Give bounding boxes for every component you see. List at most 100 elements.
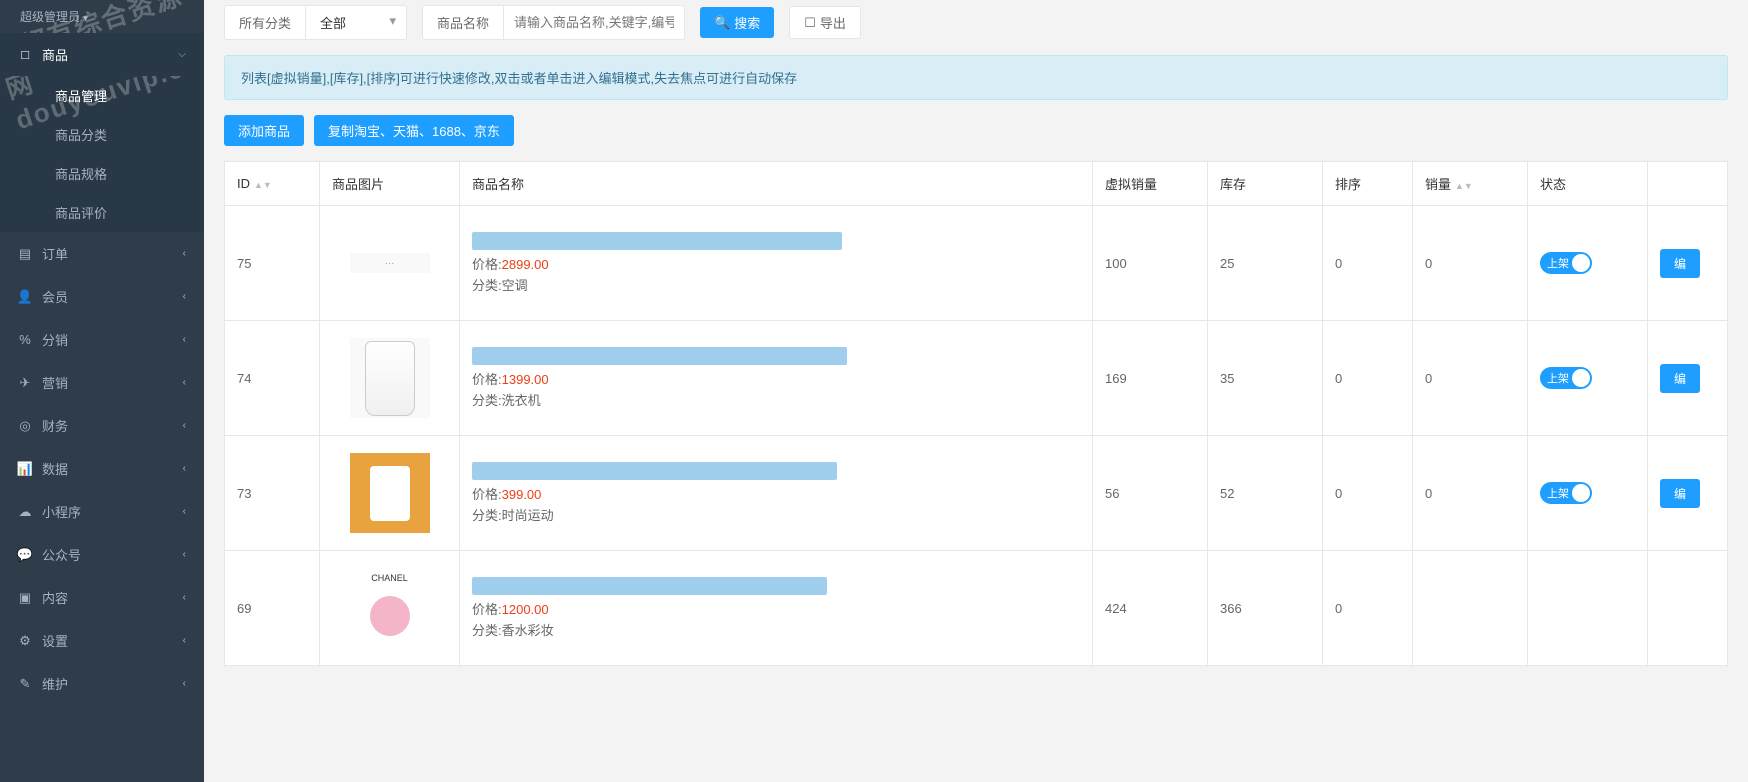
sidebar-item-4[interactable]: ✈ 营销‹ — [0, 361, 204, 404]
th-vsales: 虚拟销量 — [1093, 162, 1208, 206]
chevron-icon: ‹ — [183, 334, 186, 345]
edit-button[interactable]: 编 — [1660, 479, 1700, 508]
cell-sort[interactable]: 0 — [1323, 206, 1413, 321]
category-value: 空调 — [502, 278, 528, 293]
redacted-title — [472, 462, 837, 480]
cell-action — [1648, 551, 1728, 666]
price-value: 1200.00 — [502, 602, 549, 617]
menu-label: 财务 — [42, 416, 183, 435]
chevron-icon: ‹ — [183, 549, 186, 560]
sidebar-item-0[interactable]: □商品⌵ — [0, 33, 204, 76]
cell-vsales[interactable]: 56 — [1093, 436, 1208, 551]
menu-label: 商品 — [42, 45, 178, 64]
cell-sort[interactable]: 0 — [1323, 551, 1413, 666]
menu-icon: 💬 — [18, 548, 32, 562]
sidebar-item-6[interactable]: 📊数据‹ — [0, 447, 204, 490]
status-toggle[interactable]: 上架 — [1540, 482, 1592, 504]
menu-icon: □ — [18, 48, 32, 62]
status-toggle[interactable]: 上架 — [1540, 367, 1592, 389]
menu-icon: ◎ — [18, 419, 32, 433]
sidebar-item-8[interactable]: 💬 公众号‹ — [0, 533, 204, 576]
menu-icon: ▣ — [18, 591, 32, 605]
export-icon: ☐ — [804, 15, 816, 31]
cell-status: 上架 — [1528, 436, 1648, 551]
cell-stock[interactable]: 25 — [1208, 206, 1323, 321]
cell-sort[interactable]: 0 — [1323, 436, 1413, 551]
cell-stock[interactable]: 52 — [1208, 436, 1323, 551]
cell-img — [320, 436, 460, 551]
name-label: 商品名称 — [423, 6, 504, 39]
info-alert: 列表[虚拟销量],[库存],[排序]可进行快速修改,双击或者单击进入编辑模式,失… — [224, 55, 1728, 100]
cell-img: ··· — [320, 206, 460, 321]
add-product-button[interactable]: 添加商品 — [224, 115, 304, 146]
product-table: ID▲▼ 商品图片 商品名称 虚拟销量 库存 排序 销量▲▼ 状态 75 ··· — [224, 161, 1728, 666]
category-value: 洗衣机 — [502, 393, 541, 408]
cell-id: 75 — [225, 206, 320, 321]
main-content: 所有分类 全部 商品名称 🔍搜索 ☐导出 列表[虚拟销量],[库存],[排序]可… — [204, 0, 1748, 782]
menu-label: 小程序 — [42, 502, 183, 521]
submenu-item-3[interactable]: 商品评价 — [0, 193, 204, 232]
chevron-icon: ‹ — [183, 592, 186, 603]
cell-name: 价格:2899.00 分类:空调 — [460, 206, 1093, 321]
category-label: 所有分类 — [225, 6, 306, 39]
sidebar-item-1[interactable]: ▤订单‹ — [0, 232, 204, 275]
edit-button[interactable]: 编 — [1660, 364, 1700, 393]
sidebar-item-2[interactable]: 👤会员‹ — [0, 275, 204, 318]
th-name: 商品名称 — [460, 162, 1093, 206]
sort-icon: ▲▼ — [1455, 183, 1473, 189]
sidebar-item-9[interactable]: ▣内容‹ — [0, 576, 204, 619]
sidebar: 全都有综合资源网 douyouvip.com 超级管理员 ▾ □商品⌵商品管理商… — [0, 0, 204, 782]
cell-img — [320, 321, 460, 436]
cell-id: 73 — [225, 436, 320, 551]
sidebar-item-7[interactable]: ☁小程序‹ — [0, 490, 204, 533]
menu-icon: 👤 — [18, 290, 32, 304]
submenu-item-0[interactable]: 商品管理 — [0, 76, 204, 115]
sidebar-item-5[interactable]: ◎财务‹ — [0, 404, 204, 447]
category-value: 香水彩妆 — [502, 623, 554, 638]
status-toggle[interactable]: 上架 — [1540, 252, 1592, 274]
th-stock: 库存 — [1208, 162, 1323, 206]
search-icon: 🔍 — [714, 15, 730, 31]
cell-id: 69 — [225, 551, 320, 666]
cell-stock[interactable]: 366 — [1208, 551, 1323, 666]
cell-status: 上架 — [1528, 321, 1648, 436]
submenu-item-2[interactable]: 商品规格 — [0, 154, 204, 193]
menu-label: 设置 — [42, 631, 183, 650]
menu-label: 营销 — [42, 373, 183, 392]
sort-icon: ▲▼ — [254, 182, 272, 188]
cell-sort[interactable]: 0 — [1323, 321, 1413, 436]
chevron-icon: ‹ — [183, 635, 186, 646]
menu-icon: ✈ — [18, 376, 32, 390]
menu-icon: ▤ — [18, 247, 32, 261]
th-sort: 排序 — [1323, 162, 1413, 206]
copy-product-button[interactable]: 复制淘宝、天猫、1688、京东 — [314, 115, 514, 146]
cell-sales: 0 — [1413, 206, 1528, 321]
table-row: 75 ··· 价格:2899.00 分类:空调 100 25 0 0 上架 编 — [225, 206, 1728, 321]
menu-label: 订单 — [42, 244, 183, 263]
menu-label: 维护 — [42, 674, 183, 693]
redacted-title — [472, 232, 842, 250]
cell-name: 价格:1200.00 分类:香水彩妆 — [460, 551, 1093, 666]
sidebar-item-11[interactable]: ✎维护‹ — [0, 662, 204, 705]
th-id[interactable]: ID▲▼ — [225, 162, 320, 206]
cell-stock[interactable]: 35 — [1208, 321, 1323, 436]
export-button[interactable]: ☐导出 — [789, 6, 861, 39]
menu-icon: 📊 — [18, 462, 32, 476]
menu-label: 公众号 — [42, 545, 183, 564]
redacted-title — [472, 577, 827, 595]
table-row: 69 CHANEL 价格:1200.00 分类:香水彩妆 424 366 0 — [225, 551, 1728, 666]
th-sales[interactable]: 销量▲▼ — [1413, 162, 1528, 206]
submenu-item-1[interactable]: 商品分类 — [0, 115, 204, 154]
cell-status — [1528, 551, 1648, 666]
category-select[interactable]: 全部 — [306, 6, 406, 39]
edit-button[interactable]: 编 — [1660, 249, 1700, 278]
search-button[interactable]: 🔍搜索 — [700, 7, 774, 38]
cell-vsales[interactable]: 169 — [1093, 321, 1208, 436]
name-input[interactable] — [504, 8, 684, 37]
chevron-icon: ‹ — [183, 377, 186, 388]
sidebar-item-3[interactable]: %分销‹ — [0, 318, 204, 361]
cell-vsales[interactable]: 424 — [1093, 551, 1208, 666]
cell-vsales[interactable]: 100 — [1093, 206, 1208, 321]
sidebar-item-10[interactable]: ⚙设置‹ — [0, 619, 204, 662]
menu-icon: ✎ — [18, 677, 32, 691]
